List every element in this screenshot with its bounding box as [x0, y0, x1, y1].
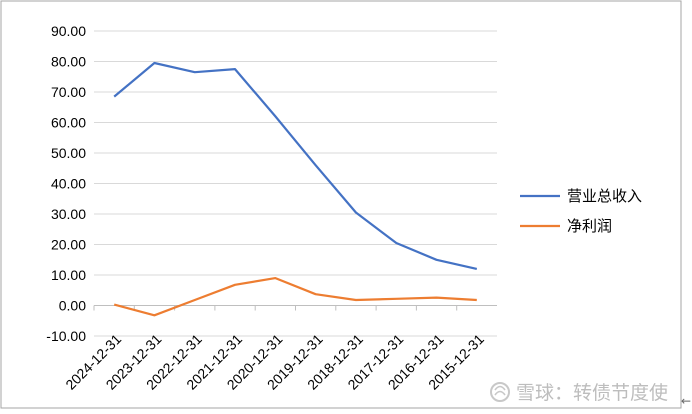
y-tick-label: 80.00 [51, 54, 86, 70]
y-tick-label: 0.00 [59, 298, 86, 314]
y-axis-ticks: -10.00 0.00 10.00 20.00 30.00 40.00 50.00 60.00… [46, 23, 86, 344]
y-tick-label: 40.00 [51, 176, 86, 192]
y-tick-label: 50.00 [51, 145, 86, 161]
legend-label: 净利润 [567, 217, 612, 235]
series-lines [113, 61, 478, 317]
legend-label: 营业总收入 [567, 187, 642, 205]
y-tick-label: 90.00 [51, 23, 86, 39]
y-tick-label: -10.00 [46, 328, 86, 344]
watermark: 雪球：转债节度使 [490, 382, 668, 404]
y-tick-label: 60.00 [51, 115, 86, 131]
chart-border [0, 0, 682, 409]
gridlines [94, 30, 497, 337]
watermark-text: 雪球：转债节度使 [516, 382, 668, 404]
return-arrow-icon: ← [681, 394, 691, 408]
series-line-0 [113, 61, 478, 270]
y-tick-label: 10.00 [51, 267, 86, 283]
y-tick-label: 20.00 [51, 237, 86, 253]
y-tick-label: 30.00 [51, 206, 86, 222]
snowball-logo-icon [490, 382, 510, 402]
y-tick-label: 70.00 [51, 84, 86, 100]
series-line-1 [113, 277, 477, 317]
